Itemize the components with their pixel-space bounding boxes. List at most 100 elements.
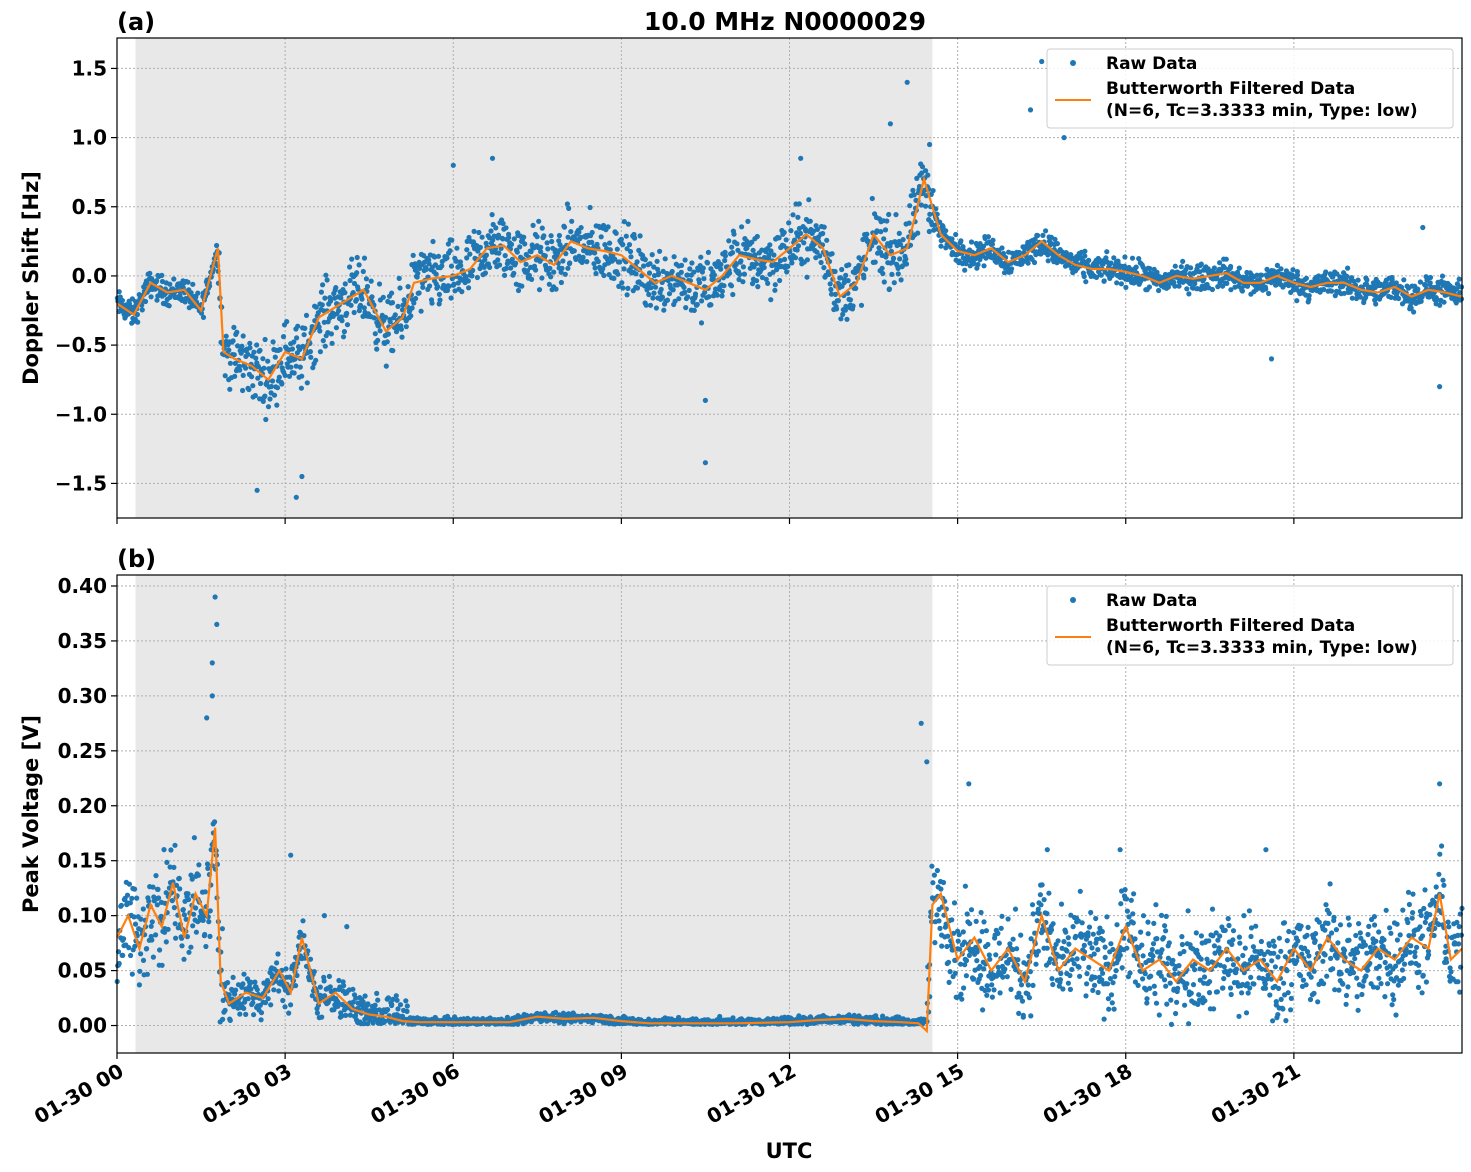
raw-data-point [750,247,756,253]
raw-data-point [1242,945,1248,951]
raw-data-point [280,997,286,1004]
raw-data-point [116,289,122,295]
raw-data-point [458,263,464,269]
raw-data-point [659,294,666,300]
raw-data-point [731,231,737,237]
raw-data-point [167,281,173,287]
raw-data-point [340,334,347,340]
raw-data-point [1030,982,1036,989]
raw-data-point [191,835,197,841]
raw-data-point [1135,982,1141,989]
raw-data-point [1124,945,1130,951]
raw-data-point [549,238,555,245]
raw-data-point [147,270,153,276]
raw-data-point [1329,288,1335,294]
raw-data-point [890,255,897,261]
raw-data-point [568,229,574,235]
raw-data-point [349,256,355,262]
raw-data-point [975,261,981,268]
raw-data-point [1179,934,1185,940]
raw-data-point [1044,945,1050,951]
raw-data-point [1209,286,1215,293]
raw-data-point [353,297,360,303]
raw-data-point [193,929,199,935]
raw-data-point [1294,272,1301,278]
raw-data-point [271,987,277,993]
raw-data-point [602,242,608,248]
raw-data-point [506,234,512,241]
raw-data-point [347,277,353,284]
raw-data-point [910,187,916,193]
raw-data-point [170,879,176,885]
raw-data-point [1291,930,1297,936]
filtered-data-line [116,174,1463,382]
raw-data-point [777,277,783,284]
raw-data-point [634,259,640,265]
raw-data-point [1139,942,1145,948]
raw-data-point [515,287,522,294]
raw-data-point [1130,911,1136,917]
raw-data-point [1138,929,1144,935]
raw-data-point [294,972,300,979]
raw-data-point [963,957,970,964]
raw-data-point [879,265,885,271]
raw-data-point [783,237,789,243]
raw-data-point [163,939,169,945]
raw-data-point [341,983,347,989]
raw-data-point [262,336,268,343]
raw-data-point [1027,969,1033,975]
raw-data-point [555,250,561,256]
raw-data-point [571,248,577,254]
raw-data-point [1396,295,1402,302]
raw-data-point [361,305,367,311]
raw-data-point [1089,945,1095,951]
raw-data-point [1070,924,1076,930]
y-tick-label: −1.5 [55,471,107,495]
raw-data-point [314,1010,320,1016]
raw-data-point [500,236,506,242]
raw-data-point [1216,945,1222,951]
raw-data-point [223,333,229,339]
raw-data-point [303,312,310,318]
raw-data-point [964,911,970,917]
raw-data-point [129,971,135,977]
raw-data-point [1077,973,1083,979]
raw-data-point [230,338,236,344]
raw-data-point [171,276,177,282]
raw-data-point [409,305,415,311]
raw-data-point [291,370,297,376]
raw-data-point [1005,916,1011,922]
raw-data-point [1147,266,1153,272]
raw-data-point [253,355,259,361]
raw-data-point [687,266,693,272]
raw-data-point [938,886,944,892]
raw-data-point [1274,262,1280,268]
raw-data-point [1035,906,1041,912]
raw-data-point [1303,275,1309,281]
raw-data-point [616,283,622,289]
raw-data-point [973,918,979,925]
raw-data-point [1145,931,1151,937]
raw-data-point [1186,291,1192,297]
raw-data-point [335,1003,341,1009]
raw-data-point [700,265,706,271]
raw-data-point [1179,941,1185,948]
raw-data-point [538,249,544,255]
raw-data-point [1140,913,1147,919]
raw-data-point [600,266,606,272]
raw-data-point [1281,980,1287,986]
raw-data-point [1151,983,1157,989]
raw-data-point [464,255,470,261]
raw-data-point [1261,951,1267,958]
raw-data-point [669,268,675,275]
raw-data-point [1268,356,1275,362]
raw-data-point [1082,248,1088,254]
raw-data-point [497,262,503,268]
raw-data-point [678,269,684,275]
raw-data-point [356,262,362,268]
raw-data-point [1098,966,1104,972]
raw-data-point [301,933,307,939]
raw-data-point [1030,911,1036,917]
raw-data-point [413,295,419,302]
raw-data-point [589,229,595,236]
